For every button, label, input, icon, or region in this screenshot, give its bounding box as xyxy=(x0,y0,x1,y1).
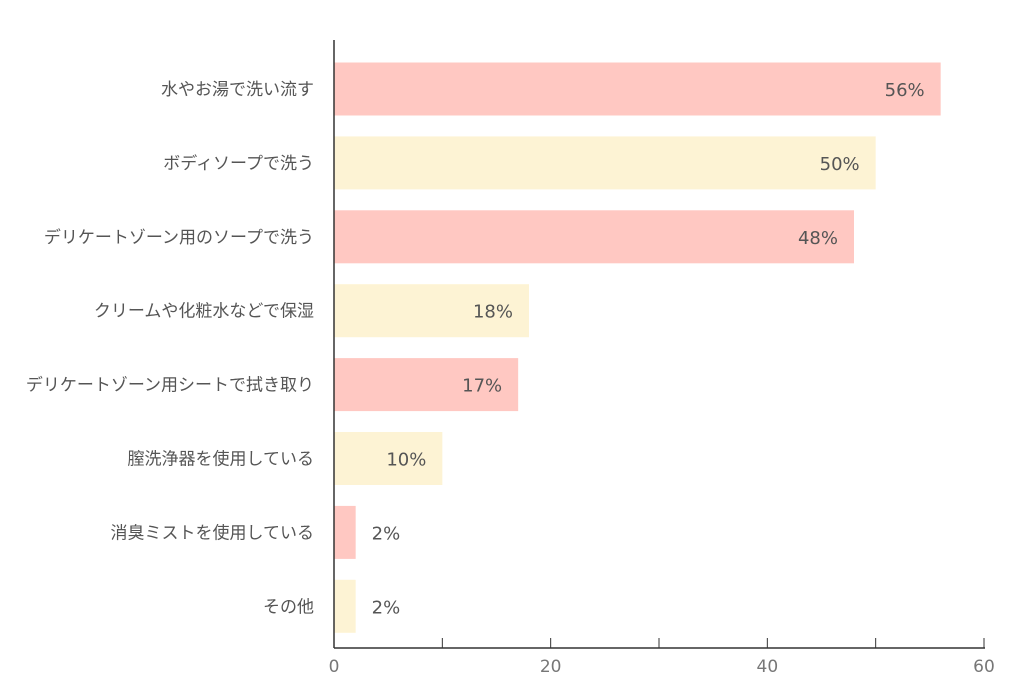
category-label-5: 膣洗浄器を使用している xyxy=(128,449,315,470)
bar-3 xyxy=(334,284,529,338)
bar-1 xyxy=(334,136,876,190)
value-label-2: 48% xyxy=(798,228,838,249)
value-label-4: 17% xyxy=(462,376,502,397)
x-tick-label-6: 60 xyxy=(973,657,995,677)
category-label-7: その他 xyxy=(263,597,314,617)
x-tick-label-4: 40 xyxy=(757,657,779,677)
labels-layer: 水やお湯で洗い流す 56% ボディソープで洗う 50% デリケートゾーン用のソープで洗う… xyxy=(26,80,925,618)
x-tick-label-0: 0 xyxy=(329,657,340,677)
category-label-0: 水やお湯で洗い流す xyxy=(161,80,314,100)
value-label-6: 2% xyxy=(372,523,401,544)
bar-7 xyxy=(334,579,356,633)
value-label-0: 56% xyxy=(885,80,925,101)
axis-layer: 0 20 40 60 xyxy=(329,40,995,677)
bar-2 xyxy=(334,210,854,264)
value-label-1: 50% xyxy=(820,154,860,175)
bar-5 xyxy=(334,432,443,485)
value-label-3: 18% xyxy=(473,302,513,323)
bar-4 xyxy=(334,358,519,412)
bar-6 xyxy=(334,505,356,559)
bars-layer xyxy=(334,62,941,633)
category-label-4: デリケートゾーン用シートで拭き取り xyxy=(26,375,314,396)
category-label-2: デリケートゾーン用のソープで洗う xyxy=(44,227,314,248)
value-label-7: 2% xyxy=(372,597,401,618)
value-label-5: 10% xyxy=(386,450,426,471)
category-label-3: クリームや化粧水などで保湿 xyxy=(94,302,314,322)
x-tick-label-2: 20 xyxy=(540,657,562,677)
category-label-6: 消臭ミストを使用している xyxy=(111,522,315,543)
bar-0 xyxy=(334,62,941,116)
category-label-1: ボディソープで洗う xyxy=(163,153,314,174)
